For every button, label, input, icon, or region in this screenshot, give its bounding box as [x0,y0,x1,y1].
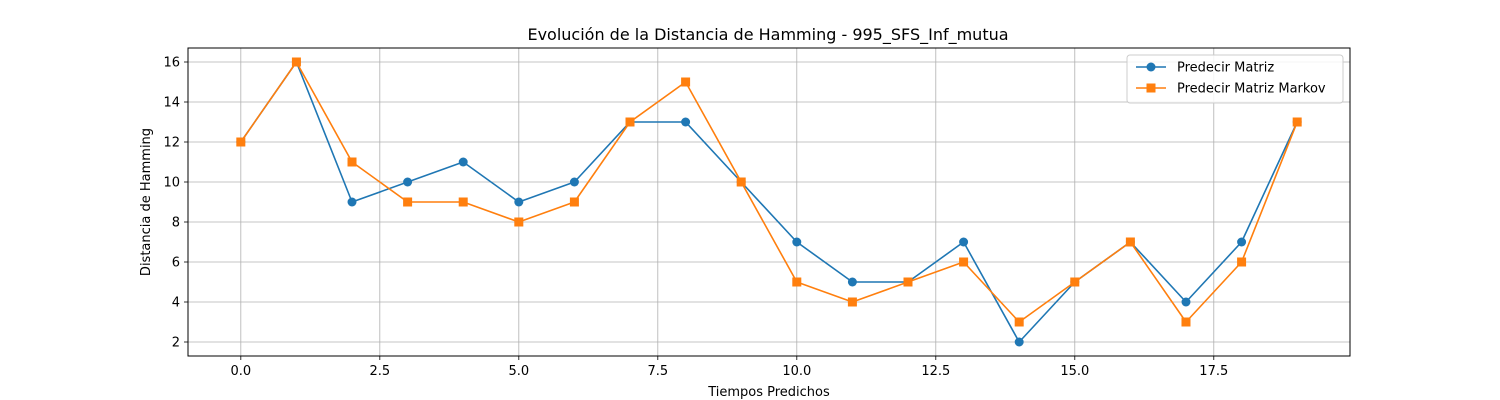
data-point [458,157,468,167]
data-point [792,277,802,287]
data-point [681,77,691,87]
data-point [347,197,357,207]
data-point [959,257,969,267]
data-point [959,237,969,247]
data-point [347,157,357,167]
x-tick-label: 0.0 [230,364,251,379]
x-axis-label: Tiempos Predichos [707,385,830,400]
data-point [792,237,802,247]
data-point [569,177,579,187]
y-tick-label: 6 [172,256,180,271]
data-point [1014,317,1024,327]
data-point [1181,297,1191,307]
legend-box [1126,54,1344,104]
series-line [240,61,1298,343]
data-point [1014,337,1024,347]
x-tick-label: 10.0 [782,364,811,379]
y-tick-label: 12 [163,136,180,151]
chart-title: Evolución de la Distancia de Hamming - 9… [527,25,1008,45]
series-line [240,61,1298,323]
legend-item: Predecir Matriz [1136,61,1274,76]
x-tick-label: 7.5 [647,364,668,379]
y-tick-label: 2 [172,336,180,351]
data-point [514,217,524,227]
data-point [1237,237,1247,247]
x-tick-label: 15.0 [1060,364,1089,379]
data-point [1237,257,1247,267]
y-tick-label: 8 [172,216,180,231]
y-tick-label: 4 [172,296,180,311]
data-point [847,277,857,287]
legend-label: Predecir Matriz [1177,61,1274,76]
x-tick-label: 5.0 [508,364,529,379]
legend-marker [1146,83,1156,93]
data-point [1181,317,1191,327]
data-point [736,177,746,187]
y-tick-label: 16 [163,56,180,71]
data-point [1125,237,1135,247]
legend-marker [1146,62,1156,72]
data-point [236,137,246,147]
legend: Predecir Matriz Predecir Matriz Markov [1126,54,1344,104]
legend-label: Predecir Matriz Markov [1177,82,1326,97]
data-point [458,197,468,207]
x-tick-label: 2.5 [369,364,390,379]
data-point [291,57,301,67]
y-tick-label: 10 [163,176,180,191]
series-layer [236,57,1302,347]
data-point [1070,277,1080,287]
legend-item: Predecir Matriz Markov [1136,82,1326,97]
x-tick-label: 12.5 [921,364,950,379]
plot-frame [187,47,1351,357]
data-point [681,117,691,127]
data-point [847,297,857,307]
data-point [1292,117,1302,127]
data-point [569,197,579,207]
data-point [625,117,635,127]
data-point [903,277,913,287]
ticks: 0.0 2.5 5.0 7.5 10.0 12.5 15.0 17.5 2 4 6 8 10 12 14 16 [163,56,1228,380]
y-tick-label: 14 [163,96,180,111]
data-point [403,197,413,207]
series-2 [236,57,1302,327]
grid [188,48,1350,356]
data-point [403,177,413,187]
data-point [514,197,524,207]
x-tick-label: 17.5 [1199,364,1228,379]
y-axis-label: Distancia de Hamming [139,128,154,276]
